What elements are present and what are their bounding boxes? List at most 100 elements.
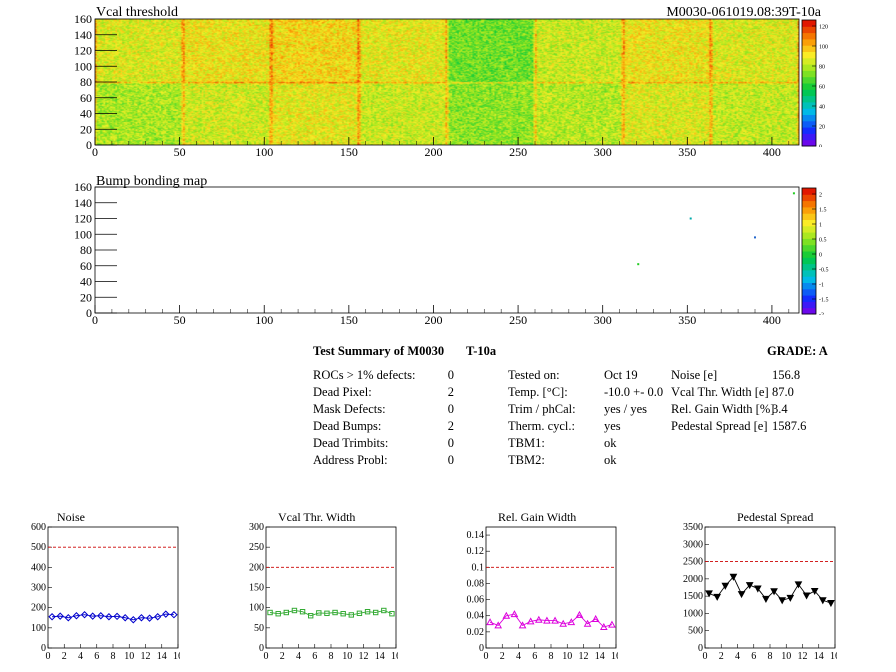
palette-swatch <box>802 38 816 46</box>
palette-tick-label: 80 <box>819 65 825 71</box>
dead-bump-point <box>689 217 692 220</box>
x-tick-label: 150 <box>340 313 358 327</box>
data-point <box>551 616 559 624</box>
palette-tick-label: -1.5 <box>819 298 829 304</box>
data-point <box>372 609 379 616</box>
performance-row-value: 1587.6 <box>772 419 807 433</box>
data-point <box>340 611 346 617</box>
x-tick-label: 0 <box>92 313 98 327</box>
x-tick-label: 16 <box>173 651 180 662</box>
x-tick-label: 14 <box>375 651 385 662</box>
palette-swatch <box>802 225 816 233</box>
y-tick-label: 60 <box>80 91 92 105</box>
x-tick-label: 16 <box>611 651 618 662</box>
x-tick-label: 10 <box>124 651 134 662</box>
x-tick-label: 0 <box>264 651 269 662</box>
palette-swatch <box>802 206 816 214</box>
data-point <box>543 616 551 624</box>
x-tick-label: 2 <box>280 651 285 662</box>
bump-color-palette: -2 -1.5 -1 -0.5 0 0.5 1 1.5 2 <box>801 187 829 315</box>
palette-tick-label: 120 <box>819 25 828 31</box>
x-tick-label: 50 <box>174 313 186 327</box>
palette-swatch <box>802 20 816 27</box>
y-tick-label: 80 <box>80 243 92 257</box>
data-point <box>559 619 568 627</box>
module-id: M0030-061019.08:39T-10a <box>666 5 821 20</box>
defect-row-label: Mask Defects: <box>313 402 386 416</box>
data-point <box>153 613 162 621</box>
x-tick-label: 14 <box>814 651 824 662</box>
x-tick-label: 10 <box>342 651 352 662</box>
defect-row-value: 2 <box>447 419 454 433</box>
data-point <box>778 597 787 605</box>
x-tick-label: 300 <box>594 145 612 159</box>
defect-row-value: 0 <box>447 368 454 382</box>
defect-row-value: 0 <box>447 453 454 467</box>
y-tick-label: 200 <box>31 603 46 614</box>
y-tick-label: 0 <box>698 643 703 654</box>
palette-swatch <box>802 83 816 90</box>
palette-tick-label: 1 <box>819 223 822 229</box>
x-tick-label: 6 <box>751 651 756 662</box>
y-tick-label: 0 <box>86 306 92 320</box>
palette-swatch <box>802 108 816 115</box>
palette-tick-label: 40 <box>819 105 825 111</box>
performance-row-value: 3.4 <box>772 402 788 416</box>
data-point <box>526 617 535 625</box>
defect-row-value: 2 <box>447 385 454 399</box>
y-tick-label: 0.14 <box>467 530 485 541</box>
palette-swatch <box>802 101 816 109</box>
x-tick-label: 8 <box>768 651 773 662</box>
y-tick-label: 0 <box>86 138 92 152</box>
palette-swatch <box>802 276 816 283</box>
x-tick-label: 12 <box>141 651 151 662</box>
palette-tick-label: 20 <box>819 125 825 131</box>
data-point <box>518 621 527 629</box>
test-info-row-value: yes / yes <box>604 402 648 416</box>
data-point <box>818 597 827 605</box>
data-point <box>810 587 819 596</box>
data-point <box>721 582 730 590</box>
test-info-row-value: ok <box>604 453 617 467</box>
defect-row-label: ROCs > 1% defects: <box>313 368 416 382</box>
x-tick-label: 6 <box>312 651 317 662</box>
data-point <box>753 585 762 593</box>
y-tick-label: 2500 <box>683 557 703 568</box>
y-tick-label: 140 <box>74 196 92 210</box>
palette-swatch <box>802 70 816 78</box>
palette-swatch <box>802 89 816 97</box>
data-point <box>494 621 503 629</box>
y-tick-label: 60 <box>80 259 92 273</box>
y-tick-label: 40 <box>80 107 92 121</box>
data-point <box>307 613 314 619</box>
test-info-row-value: Oct 19 <box>604 368 638 382</box>
y-tick-label: 140 <box>74 28 92 42</box>
dead-bump-point <box>754 236 756 239</box>
palette-swatch <box>802 295 816 302</box>
palette-swatch <box>802 120 816 128</box>
data-point <box>575 610 584 618</box>
series-line <box>269 610 393 617</box>
y-tick-label: 100 <box>249 603 264 614</box>
test-info-row-label: TBM2: <box>508 453 545 467</box>
x-tick-label: 250 <box>509 313 527 327</box>
performance-row-label: Rel. Gain Width [%] <box>671 402 775 416</box>
x-tick-label: 4 <box>296 651 301 662</box>
data-point <box>72 612 81 620</box>
performance-row-value: 87.0 <box>772 385 794 399</box>
chart-title: Pedestal Spread <box>737 510 813 524</box>
x-tick-label: 350 <box>678 145 696 159</box>
y-tick-label: 1000 <box>683 608 703 619</box>
x-tick-label: 0 <box>484 651 489 662</box>
test-info-row-label: Therm. cycl.: <box>508 419 575 433</box>
x-tick-label: 10 <box>562 651 572 662</box>
x-tick-label: 300 <box>594 313 612 327</box>
y-tick-label: 0.1 <box>472 562 485 573</box>
data-point <box>105 613 113 621</box>
y-tick-label: 120 <box>74 44 92 58</box>
data-point <box>48 613 56 621</box>
data-point <box>502 611 511 619</box>
performance-row-label: Pedestal Spread [e] <box>671 419 768 433</box>
data-point <box>389 611 395 617</box>
palette-swatch <box>802 127 816 134</box>
